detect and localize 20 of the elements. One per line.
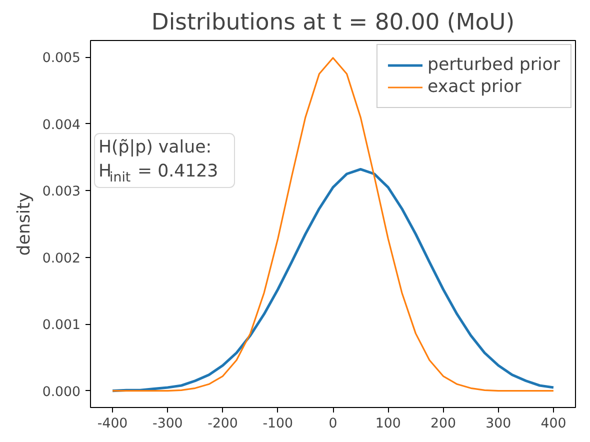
chart-title: Distributions at t = 80.00 (MoU) bbox=[151, 10, 515, 36]
x-tick-label: 300 bbox=[486, 416, 512, 432]
x-tick-label: 400 bbox=[540, 416, 566, 432]
y-tick-label: 0.004 bbox=[42, 118, 80, 133]
x-tick-label: -200 bbox=[208, 416, 238, 432]
y-tick-label: 0.003 bbox=[42, 184, 80, 200]
y-tick-label: 0.001 bbox=[42, 318, 80, 334]
legend-label: perturbed prior bbox=[427, 55, 560, 75]
x-tick-label: 0 bbox=[328, 416, 338, 432]
x-tick-label: -300 bbox=[152, 416, 183, 432]
y-tick-label: 0.002 bbox=[42, 251, 80, 266]
x-tick-label: -100 bbox=[262, 416, 294, 432]
x-tick-label: 200 bbox=[430, 416, 456, 432]
legend-label: exact prior bbox=[427, 77, 522, 97]
y-tick-label: 0.005 bbox=[42, 51, 80, 66]
x-tick-label: -400 bbox=[97, 416, 128, 432]
y-tick-label: 0.000 bbox=[42, 384, 80, 400]
x-tick-label: 100 bbox=[375, 416, 401, 432]
y-axis-title: density bbox=[14, 192, 34, 256]
annotation: H(p̃|p) value: bbox=[98, 138, 212, 158]
